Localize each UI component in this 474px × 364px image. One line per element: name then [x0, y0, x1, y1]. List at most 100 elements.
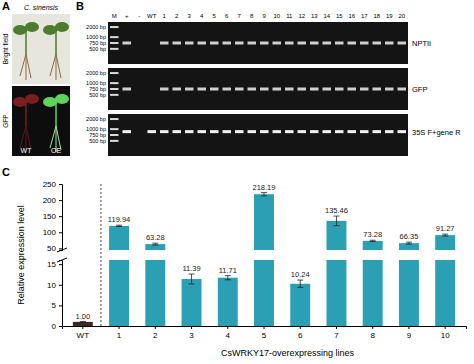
gel-band [160, 88, 169, 91]
lane-label: 8 [250, 13, 254, 19]
bar [363, 260, 383, 326]
tick: 3 [189, 326, 194, 340]
tick-mark [59, 305, 62, 306]
gel-label: NPTII [412, 39, 431, 48]
gel-band [223, 130, 232, 133]
bar [290, 284, 310, 326]
gel-band [123, 130, 132, 133]
gel [108, 114, 408, 156]
x-axis: WT12345678910 [63, 326, 467, 340]
gel-band [198, 42, 207, 45]
data-label: 10.24 [291, 270, 310, 279]
data-label: 218.19 [253, 183, 276, 192]
gel-band [398, 130, 407, 133]
error-bar [297, 280, 303, 287]
tick: 50 [47, 244, 62, 253]
axis-break [57, 258, 67, 262]
ladder-label: 500 bp [89, 92, 106, 98]
separator [100, 184, 101, 326]
error-bar [152, 243, 158, 245]
gel-band [373, 130, 382, 133]
tick: 15 [47, 260, 62, 269]
bar [254, 194, 274, 250]
gel-band [385, 42, 394, 45]
gel-band [373, 42, 382, 45]
bar [399, 260, 419, 326]
gel-band [248, 88, 257, 91]
gel-band [360, 42, 369, 45]
tick-label: 50 [47, 244, 56, 253]
gel-band [210, 130, 219, 133]
y-axis: 051015 [47, 260, 62, 331]
gel-band [123, 88, 132, 91]
ladder-band [110, 140, 119, 142]
column-label: OE [51, 147, 61, 154]
tick-mark [155, 326, 156, 329]
gel-band [348, 130, 357, 133]
ladder-label: 2000 bp [86, 70, 106, 76]
bar [182, 279, 202, 326]
gel-band [385, 88, 394, 91]
tick-mark [445, 326, 446, 329]
panel-title: C. sinensis [24, 4, 59, 11]
gel-band [235, 88, 244, 91]
tick-mark [59, 232, 62, 233]
tick-mark [336, 326, 337, 329]
tick-mark [59, 184, 62, 185]
row-label: Bright field [2, 33, 10, 64]
lane-label: 6 [225, 13, 229, 19]
gel-label: 35S F+gene R [412, 128, 461, 137]
gel-band [310, 88, 319, 91]
lane-label: 18 [373, 13, 380, 19]
gel-band [385, 130, 394, 133]
tick-label: 7 [334, 331, 339, 340]
axis-line [63, 327, 467, 330]
ladder-label: 500 bp [89, 46, 106, 52]
gel-band [285, 42, 294, 45]
tick-mark [59, 264, 62, 265]
lane-label: + [125, 13, 129, 19]
gel-band [123, 42, 132, 45]
gel-band [310, 130, 319, 133]
error-bar [189, 274, 195, 284]
tick-mark [59, 326, 62, 327]
tick: 0 [52, 322, 62, 331]
error-bar [406, 242, 412, 244]
gel-band [235, 42, 244, 45]
tick: 8 [370, 326, 375, 340]
column-label: WT [21, 147, 33, 154]
gel-band [248, 130, 257, 133]
gel-band [223, 88, 232, 91]
data-label: 119.94 [108, 215, 130, 224]
panel-a: AC. sinensisBright fieldGFPWTOE [2, 0, 70, 156]
figure: AC. sinensisBright fieldGFPWTOEBM+-WT123… [0, 0, 474, 364]
ladder-band [110, 134, 119, 136]
leaf [43, 97, 57, 107]
gel-band [185, 42, 194, 45]
error-bar [370, 240, 376, 241]
tick-label: 4 [226, 331, 231, 340]
panel-c: C05101550100150200250WT123456789101.0011… [2, 0, 467, 358]
ladder-band [110, 88, 119, 90]
tick: 9 [407, 326, 412, 340]
tick: 5 [262, 326, 267, 340]
photo [12, 14, 70, 84]
bar [109, 226, 129, 250]
lane-label: 16 [348, 13, 355, 19]
gel-band [298, 88, 307, 91]
tick-mark [408, 326, 409, 329]
tick-mark [300, 326, 301, 329]
data-label: 91.27 [436, 224, 455, 233]
bar [327, 260, 347, 326]
bar [363, 241, 383, 250]
ladder-band [110, 42, 119, 44]
root [20, 54, 31, 80]
tick: 10 [47, 281, 62, 290]
data-label: 73.28 [363, 230, 382, 239]
tick-label: 6 [298, 331, 303, 340]
gel-band [323, 88, 332, 91]
lane-label: 10 [273, 13, 280, 19]
tick-mark [82, 326, 83, 329]
bar [218, 278, 238, 326]
axis-line [59, 261, 63, 327]
